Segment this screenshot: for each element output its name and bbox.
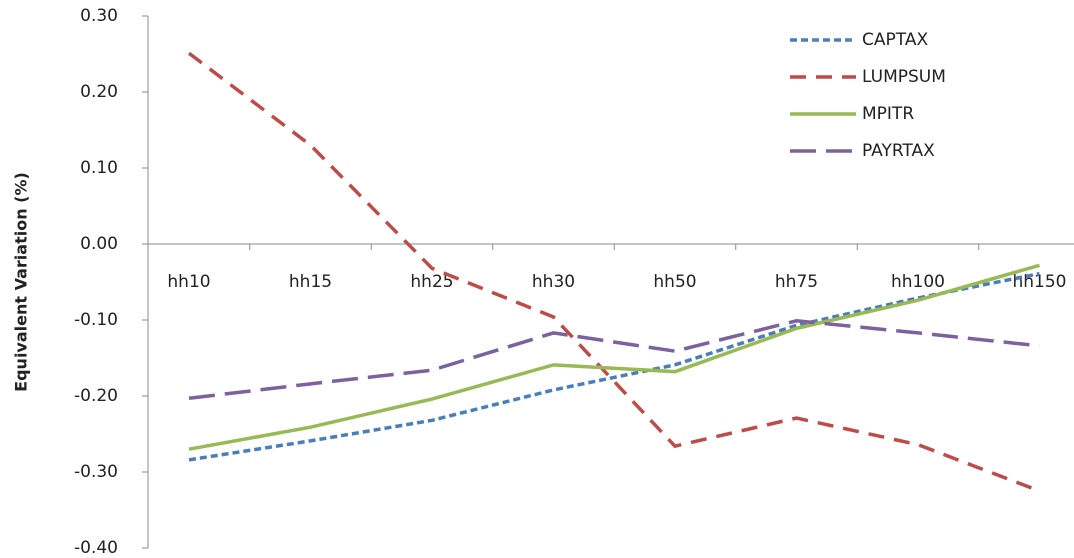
y-tick-label: -0.20 bbox=[74, 386, 118, 406]
y-axis-title: Equivalent Variation (%) bbox=[12, 172, 31, 392]
y-tick-label: 0.30 bbox=[80, 6, 118, 26]
x-tick-label: hh30 bbox=[532, 272, 575, 292]
x-tick-label: hh75 bbox=[775, 272, 818, 292]
series-line bbox=[188, 263, 1040, 451]
x-tick-label: hh25 bbox=[410, 272, 453, 292]
series-line bbox=[188, 271, 1040, 462]
series-line bbox=[188, 318, 1040, 401]
y-tick-label: 0.10 bbox=[80, 158, 118, 178]
y-tick-label: -0.40 bbox=[74, 538, 118, 558]
legend-label: MPITR bbox=[862, 104, 914, 124]
x-tick-label: hh10 bbox=[167, 272, 210, 292]
series-line bbox=[187, 51, 1041, 493]
legend-label: PAYRTAX bbox=[862, 141, 935, 161]
y-tick-label: 0.00 bbox=[80, 234, 118, 254]
x-tick-label: hh50 bbox=[653, 272, 696, 292]
x-tick-label: hh100 bbox=[891, 272, 945, 292]
y-tick-label: -0.30 bbox=[74, 462, 118, 482]
legend-label: LUMPSUM bbox=[862, 67, 946, 87]
legend-label: CAPTAX bbox=[862, 30, 928, 50]
y-tick-label: -0.10 bbox=[74, 310, 118, 330]
y-tick-label: 0.20 bbox=[80, 82, 118, 102]
x-tick-label: hh15 bbox=[289, 272, 332, 292]
x-tick-label: hh150 bbox=[1013, 272, 1067, 292]
